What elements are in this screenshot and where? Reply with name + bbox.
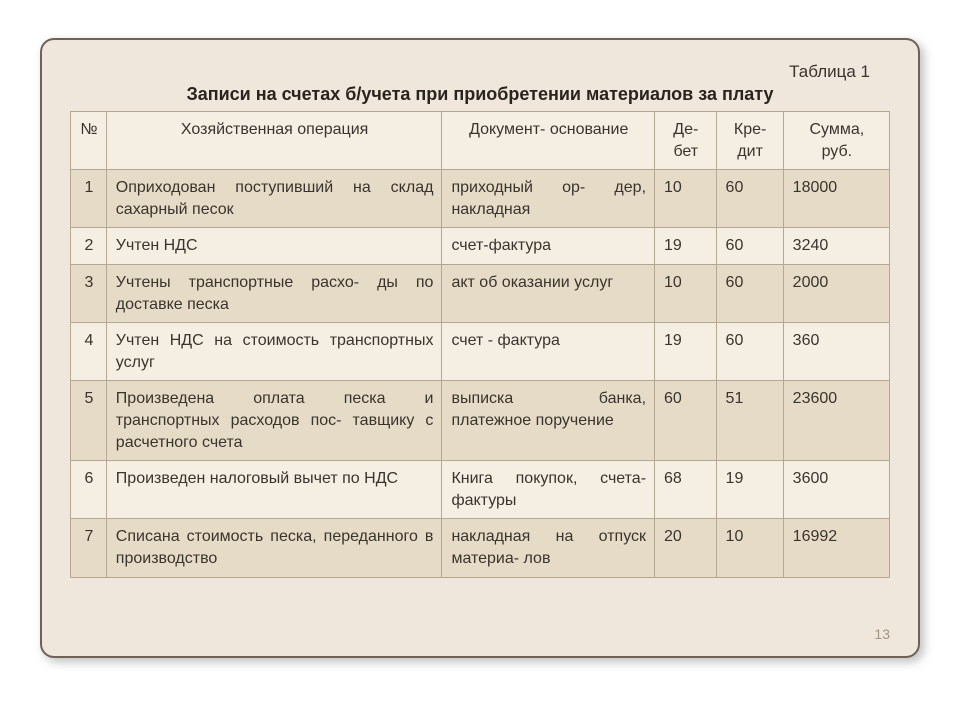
- cell-sum: 360: [783, 323, 889, 381]
- table-body: 1 Оприходован поступивший на склад сахар…: [71, 170, 890, 577]
- cell-credit: 19: [716, 461, 783, 519]
- cell-doc: акт об оказании услуг: [442, 264, 655, 322]
- cell-credit: 60: [716, 228, 783, 265]
- cell-idx: 5: [71, 381, 107, 461]
- cell-doc: выписка банка, платежное поручение: [442, 381, 655, 461]
- cell-op: Оприходован поступивший на склад сахарны…: [106, 170, 442, 228]
- accounting-table: № Хозяйственная операция Документ- основ…: [70, 111, 890, 578]
- cell-debit: 10: [655, 264, 717, 322]
- cell-credit: 60: [716, 170, 783, 228]
- cell-debit: 20: [655, 519, 717, 577]
- cell-sum: 3240: [783, 228, 889, 265]
- slide-frame: Таблица 1 Записи на счетах б/учета при п…: [40, 38, 920, 658]
- cell-debit: 19: [655, 228, 717, 265]
- col-idx: №: [71, 112, 107, 170]
- table-row: 6 Произведен налоговый вычет по НДС Книг…: [71, 461, 890, 519]
- cell-sum: 3600: [783, 461, 889, 519]
- cell-doc: приходный ор- дер, накладная: [442, 170, 655, 228]
- cell-debit: 68: [655, 461, 717, 519]
- cell-doc: счет-фактура: [442, 228, 655, 265]
- table-row: 5 Произведена оплата песка и транспортны…: [71, 381, 890, 461]
- cell-sum: 16992: [783, 519, 889, 577]
- cell-credit: 60: [716, 264, 783, 322]
- cell-credit: 60: [716, 323, 783, 381]
- page-number: 13: [874, 626, 890, 642]
- table-title: Записи на счетах б/учета при приобретени…: [70, 84, 890, 105]
- cell-credit: 51: [716, 381, 783, 461]
- cell-op: Произведена оплата песка и транспортных …: [106, 381, 442, 461]
- table-row: 4 Учтен НДС на стоимость транспортных ус…: [71, 323, 890, 381]
- cell-debit: 60: [655, 381, 717, 461]
- table-row: 2 Учтен НДС счет-фактура 19 60 3240: [71, 228, 890, 265]
- col-debit: Де- бет: [655, 112, 717, 170]
- cell-idx: 7: [71, 519, 107, 577]
- cell-credit: 10: [716, 519, 783, 577]
- cell-idx: 1: [71, 170, 107, 228]
- cell-debit: 10: [655, 170, 717, 228]
- col-sum: Сумма, руб.: [783, 112, 889, 170]
- cell-op: Учтен НДС на стоимость транспортных услу…: [106, 323, 442, 381]
- cell-sum: 2000: [783, 264, 889, 322]
- cell-op: Учтены транспортные расхо- ды по доставк…: [106, 264, 442, 322]
- table-row: 3 Учтены транспортные расхо- ды по доста…: [71, 264, 890, 322]
- cell-sum: 23600: [783, 381, 889, 461]
- table-row: 7 Списана стоимость песка, переданного в…: [71, 519, 890, 577]
- cell-debit: 19: [655, 323, 717, 381]
- cell-sum: 18000: [783, 170, 889, 228]
- table-header-row: № Хозяйственная операция Документ- основ…: [71, 112, 890, 170]
- cell-idx: 6: [71, 461, 107, 519]
- cell-doc: накладная на отпуск материа- лов: [442, 519, 655, 577]
- cell-idx: 4: [71, 323, 107, 381]
- cell-op: Списана стоимость песка, переданного в п…: [106, 519, 442, 577]
- table-row: 1 Оприходован поступивший на склад сахар…: [71, 170, 890, 228]
- cell-idx: 2: [71, 228, 107, 265]
- cell-doc: Книга покупок, счета-фактуры: [442, 461, 655, 519]
- col-operation: Хозяйственная операция: [106, 112, 442, 170]
- col-document: Документ- основание: [442, 112, 655, 170]
- cell-idx: 3: [71, 264, 107, 322]
- cell-doc: счет - фактура: [442, 323, 655, 381]
- cell-op: Произведен налоговый вычет по НДС: [106, 461, 442, 519]
- cell-op: Учтен НДС: [106, 228, 442, 265]
- table-caption: Таблица 1: [70, 62, 890, 82]
- col-credit: Кре- дит: [716, 112, 783, 170]
